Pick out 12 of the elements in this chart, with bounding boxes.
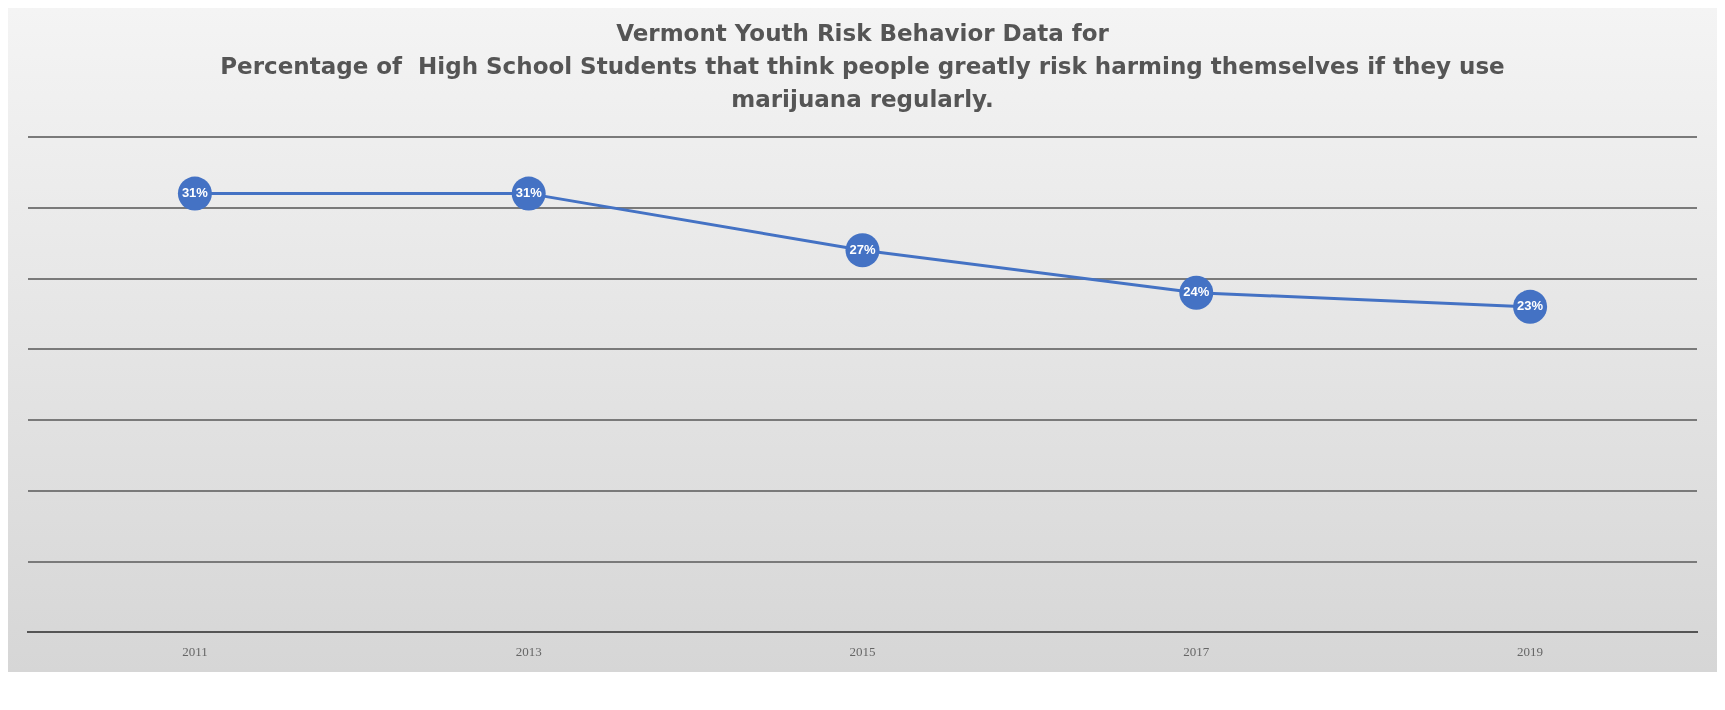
data-label: 31% — [515, 184, 543, 200]
data-label: 27% — [849, 241, 876, 257]
x-tick-label: 2015 — [849, 643, 876, 659]
x-tick-label: 2019 — [1517, 643, 1544, 659]
x-tick-label: 2011 — [182, 643, 208, 659]
x-tick-label: 2013 — [515, 643, 542, 659]
chart-title: Vermont Youth Risk Behavior Data for — [615, 20, 1110, 46]
data-label: 31% — [181, 184, 209, 200]
data-label: 23% — [1517, 298, 1544, 314]
chart-subtitle: Percentage of High School Students that think people greatly risk harming themselves if they use marijuana regularly. — [219, 52, 1506, 115]
x-tick-label: 2017 — [1183, 643, 1210, 659]
data-label: 24% — [1183, 283, 1210, 299]
